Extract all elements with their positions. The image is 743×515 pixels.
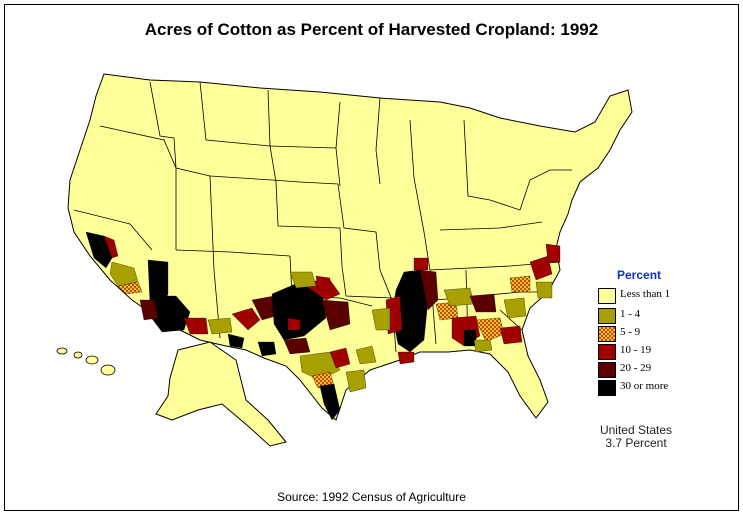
legend-label: 5 - 9 [620, 326, 641, 338]
legend-label: 10 - 19 [620, 344, 652, 356]
cotton-regions [85, 231, 561, 421]
summary-line1: United States [599, 423, 673, 437]
us-summary: United States 3.7 Percent [588, 424, 684, 450]
legend-swatch [598, 344, 616, 360]
hawaii-islands [56, 347, 116, 376]
alaska-shape [155, 341, 287, 447]
legend-swatch [598, 326, 616, 342]
source-note: Source: 1992 Census of Agriculture [277, 490, 466, 504]
legend-swatch [598, 380, 616, 396]
legend-swatch [598, 362, 616, 378]
legend-title: Percent [617, 268, 662, 282]
summary-line2: 3.7 Percent [605, 436, 667, 450]
legend-label: 20 - 29 [620, 362, 652, 374]
map-title: Acres of Cotton as Percent of Harvested … [144, 20, 599, 39]
legend-label: 1 - 4 [620, 308, 641, 320]
legend-label: 30 or more [620, 380, 669, 392]
legend-swatch [598, 308, 616, 324]
legend-label: Less than 1 [620, 288, 671, 300]
legend-swatch [598, 288, 616, 304]
